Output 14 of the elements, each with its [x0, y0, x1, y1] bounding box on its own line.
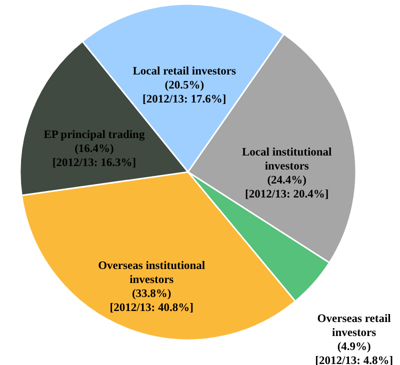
slice-label: Overseas institutional investors	[98, 260, 206, 286]
data-label: (16.4%)	[74, 143, 114, 156]
slice-label: Overseas retail investors	[317, 312, 391, 339]
data-label: (20.5%)	[164, 79, 204, 92]
text: [2012/13: 16.3%]	[52, 157, 136, 170]
slice-label: Local retail investors	[132, 65, 237, 78]
slice-label: EP principal trading	[44, 129, 145, 142]
text: [2012/13: 17.6%]	[142, 93, 226, 106]
text: [2012/13: 40.8%]	[110, 302, 194, 314]
data-label: (33.8%)	[132, 288, 172, 300]
text: [2012/13: 20.4%]	[245, 188, 329, 200]
slice-label: Local institutional investors	[242, 146, 332, 172]
data-label: (4.9%)	[337, 340, 372, 353]
data-label: (24.4%)	[267, 174, 307, 186]
